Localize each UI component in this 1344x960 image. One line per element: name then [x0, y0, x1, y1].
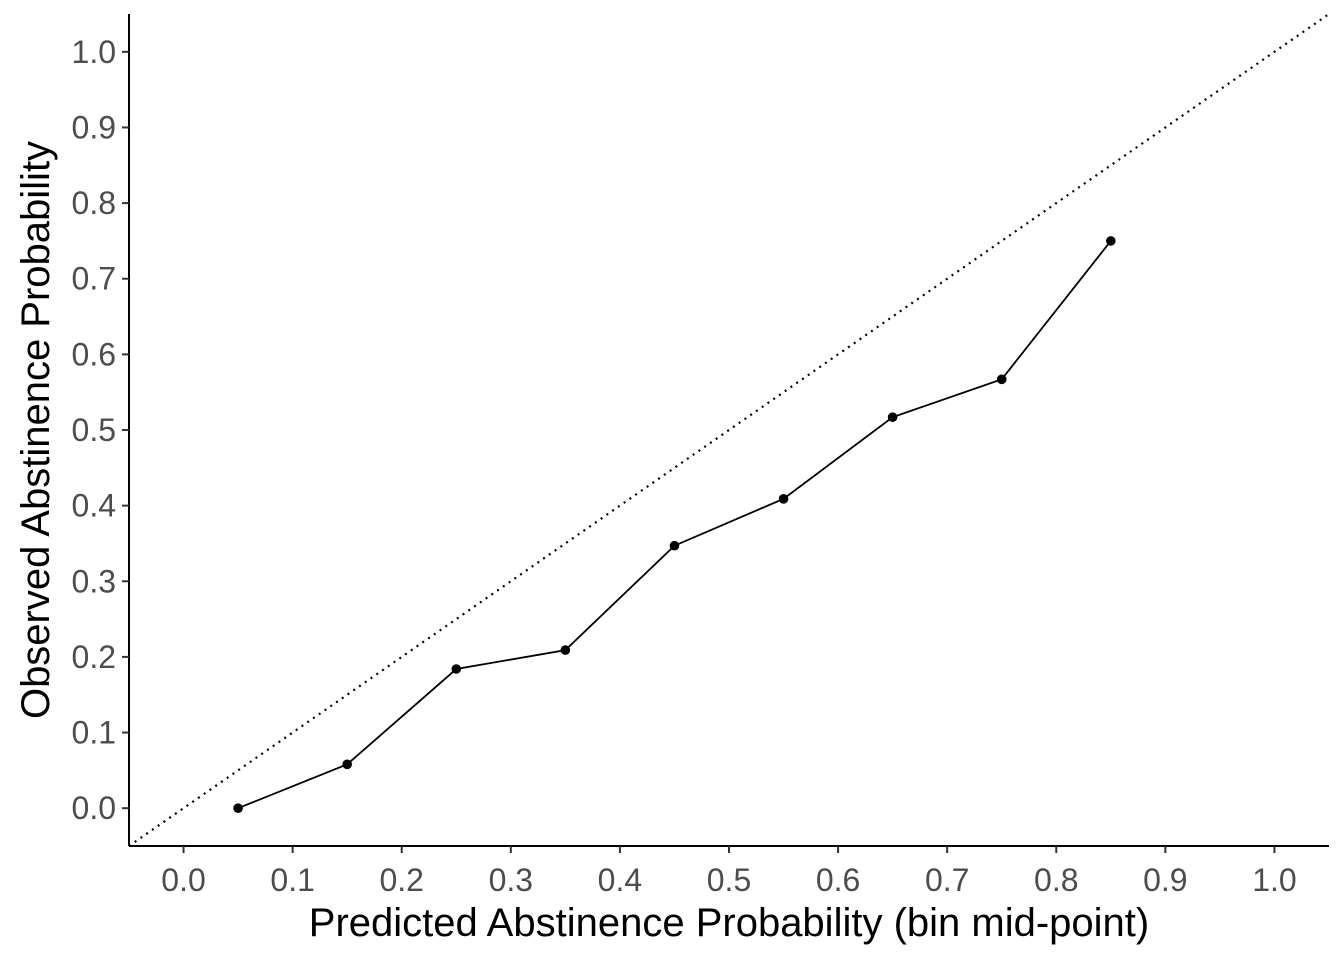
- y-tick-label: 0.6: [72, 336, 116, 372]
- identity-reference-line: [129, 14, 1329, 846]
- calibration-point: [996, 374, 1007, 385]
- y-tick-label: 0.8: [72, 185, 116, 221]
- x-tick-label: 0.9: [1143, 862, 1187, 898]
- calibration-point: [1106, 236, 1116, 246]
- x-tick-label: 0.0: [161, 862, 205, 898]
- calibration-point: [233, 803, 243, 813]
- y-tick-label: 0.0: [72, 790, 116, 826]
- x-tick-label: 0.4: [598, 862, 642, 898]
- x-tick-label: 0.7: [925, 862, 969, 898]
- y-tick-label: 0.3: [72, 563, 116, 599]
- x-axis-title: Predicted Abstinence Probability (bin mi…: [309, 901, 1149, 945]
- calibration-point: [560, 645, 571, 655]
- y-tick-label: 0.2: [72, 639, 116, 675]
- y-axis-title: Observed Abstinence Probability: [14, 141, 58, 719]
- y-tick-label: 0.4: [72, 488, 116, 524]
- x-tick-label: 0.3: [489, 862, 533, 898]
- y-tick-label: 0.5: [72, 412, 116, 448]
- y-tick-label: 1.0: [72, 34, 116, 70]
- y-tick-label: 0.7: [72, 261, 116, 297]
- x-tick-label: 0.6: [816, 862, 860, 898]
- x-tick-label: 1.0: [1252, 862, 1296, 898]
- x-tick-label: 0.8: [1034, 862, 1078, 898]
- y-tick-label: 0.1: [72, 715, 116, 751]
- x-tick-label: 0.1: [270, 862, 314, 898]
- x-tick-label: 0.5: [707, 862, 751, 898]
- y-tick-label: 0.9: [72, 109, 116, 145]
- calibration-point: [342, 759, 352, 770]
- calibration-series-line: [237, 240, 1112, 810]
- calibration-point: [669, 540, 680, 551]
- calibration-point: [451, 664, 462, 674]
- calibration-point: [778, 494, 789, 504]
- calibration-point: [887, 412, 898, 422]
- x-tick-label: 0.2: [379, 862, 423, 898]
